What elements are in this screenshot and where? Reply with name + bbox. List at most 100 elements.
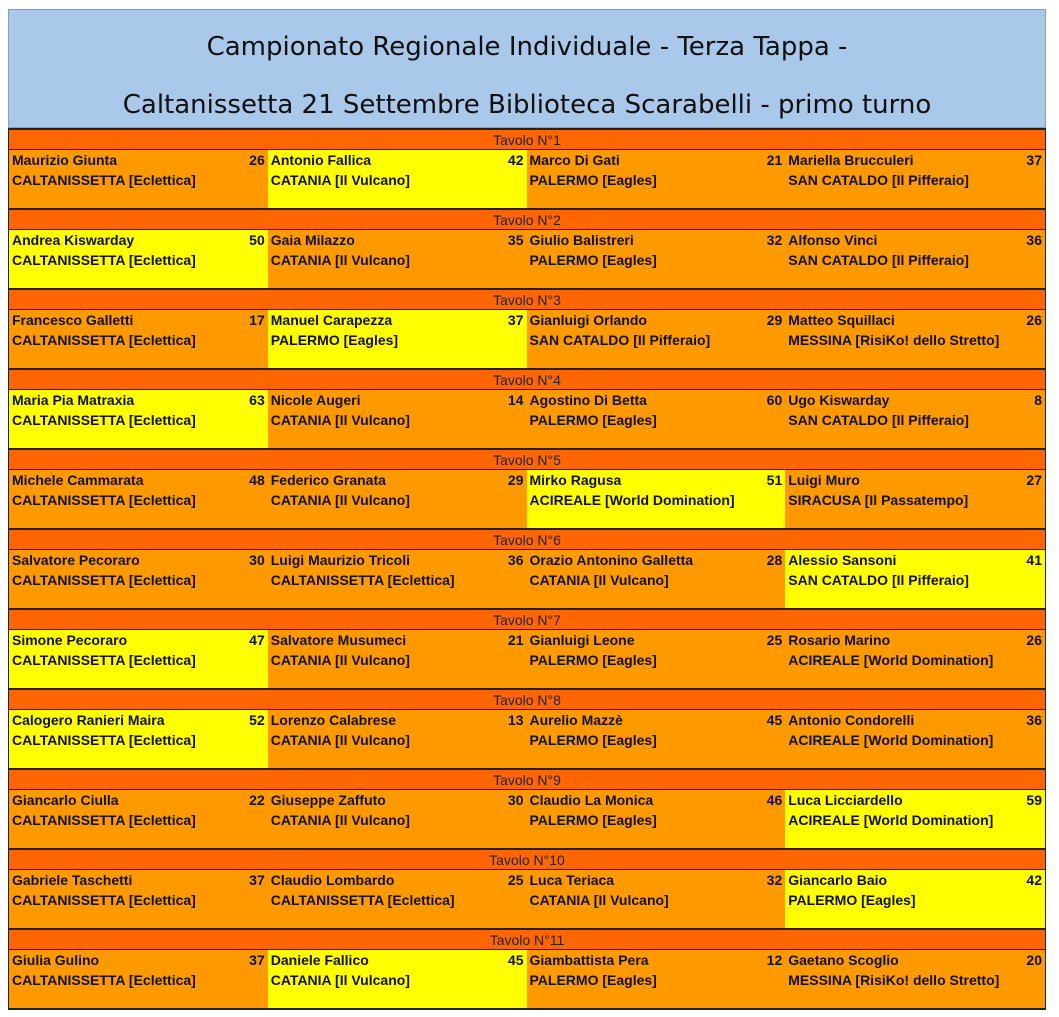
player-cell: Gaia Milazzo 35 CATANIA [Il Vulcano] [267, 230, 527, 288]
table-row: Michele Cammarata 48 CALTANISSETTA [Eclett… [8, 470, 1046, 528]
player-name: Calogero Ranieri Maira [12, 712, 165, 728]
player-team: CATANIA [Il Vulcano] [270, 491, 410, 508]
player-name: Matteo Squillaci [788, 312, 895, 328]
player-score: 37 [249, 952, 265, 968]
table-header: Tavolo N°3 [8, 288, 1046, 310]
player-name: Luca Teriaca [529, 872, 615, 888]
table-header: Tavolo N°11 [8, 928, 1046, 950]
player-team: CALTANISSETTA [Eclettica] [270, 571, 455, 588]
player-cell: Giuseppe Zaffuto 30 CATANIA [Il Vulcano] [267, 790, 527, 848]
player-score: 26 [249, 152, 265, 168]
player-name: Maurizio Giunta [12, 152, 117, 168]
player-score: 45 [507, 952, 524, 968]
player-name: Manuel Carapezza [270, 312, 393, 328]
player-team: CATANIA [Il Vulcano] [270, 651, 410, 668]
player-team: CALTANISSETTA [Eclettica] [12, 731, 196, 748]
player-score: 25 [507, 872, 524, 888]
player-cell: Andrea Kiswarday 50 CALTANISSETTA [Ecletti… [9, 230, 268, 288]
player-score: 36 [1026, 232, 1042, 248]
player-name: Aurelio Mazzè [529, 712, 623, 728]
player-name: Gabriele Taschetti [12, 872, 133, 888]
title-banner: Campionato Regionale Individuale - Terza… [8, 9, 1046, 128]
player-name: Maria Pia Matraxia [12, 392, 135, 408]
player-cell: Giancarlo Ciulla 22 CALTANISSETTA [Ecletti… [9, 790, 268, 848]
player-cell: Orazio Antonino Galletta 28 CATANIA [Il Vu… [526, 550, 786, 608]
player-team: SAN CATALDO [Il Pifferaio] [788, 251, 969, 268]
player-team: SIRACUSA [Il Passatempo] [788, 491, 969, 508]
player-team: PALERMO [Eagles] [529, 251, 657, 268]
player-name: Daniele Fallico [270, 952, 369, 968]
player-cell: Maurizio Giunta 26 CALTANISSETTA [Eclettic… [9, 150, 268, 208]
player-cell: Federico Granata 29 CATANIA [Il Vulcano] [267, 470, 527, 528]
player-cell: Giambattista Pera 12 PALERMO [Eagles] [526, 950, 786, 1008]
player-name: Mariella Brucculeri [788, 152, 914, 168]
player-cell: Aurelio Mazzè 45 PALERMO [Eagles] [526, 710, 786, 768]
player-team: ACIREALE [World Domination] [788, 731, 994, 748]
table-header: Tavolo N°4 [8, 368, 1046, 390]
player-team: ACIREALE [World Domination] [529, 491, 735, 508]
player-name: Francesco Galletti [12, 312, 134, 328]
player-score: 21 [766, 152, 783, 168]
player-team: CALTANISSETTA [Eclettica] [12, 971, 196, 988]
player-score: 36 [507, 552, 524, 568]
player-cell: Alessio Sansoni 41 SAN CATALDO [Il Piffera… [785, 550, 1045, 608]
player-score: 36 [1026, 712, 1042, 728]
player-team: PALERMO [Eagles] [788, 891, 916, 908]
player-name: Orazio Antonino Galletta [529, 552, 694, 568]
player-team: ACIREALE [World Domination] [788, 811, 994, 828]
tournament-sheet: Campionato Regionale Individuale - Terza… [8, 9, 1046, 1010]
player-score: 32 [766, 872, 783, 888]
player-cell: Luigi Maurizio Tricoli 36 CALTANISSETTA [E… [267, 550, 527, 608]
player-team: CATANIA [Il Vulcano] [270, 811, 410, 828]
player-name: Giulia Gulino [12, 952, 100, 968]
player-score: 50 [249, 232, 265, 248]
player-cell: Salvatore Pecoraro 30 CALTANISSETTA [Eclet… [9, 550, 268, 608]
player-cell: Marco Di Gati 21 PALERMO [Eagles] [526, 150, 786, 208]
player-cell: Luca Teriaca 32 CATANIA [Il Vulcano] [526, 870, 786, 928]
player-cell: Claudio La Monica 46 PALERMO [Eagles] [526, 790, 786, 848]
player-cell: Lorenzo Calabrese 13 CATANIA [Il Vulcano] [267, 710, 527, 768]
player-name: Salvatore Musumeci [270, 632, 407, 648]
title-line-2: Caltanissetta 21 Settembre Biblioteca Sc… [122, 90, 932, 120]
player-cell: Maria Pia Matraxia 63 CALTANISSETTA [Eclet… [9, 390, 268, 448]
player-score: 37 [1026, 152, 1042, 168]
player-name: Alessio Sansoni [788, 552, 897, 568]
player-name: Ugo Kiswarday [788, 392, 890, 408]
player-cell: Ugo Kiswarday 8 SAN CATALDO [Il Pifferaio] [785, 390, 1045, 448]
player-name: Salvatore Pecoraro [12, 552, 140, 568]
player-team: CALTANISSETTA [Eclettica] [12, 331, 196, 348]
player-cell: Nicole Augeri 14 CATANIA [Il Vulcano] [267, 390, 527, 448]
player-name: Nicole Augeri [270, 392, 361, 408]
player-team: CALTANISSETTA [Eclettica] [12, 491, 196, 508]
player-cell: Calogero Ranieri Maira 52 CALTANISSETTA [E… [9, 710, 268, 768]
player-name: Marco Di Gati [529, 152, 620, 168]
player-cell: Luigi Muro 27 SIRACUSA [Il Passatempo] [785, 470, 1045, 528]
player-name: Gaetano Scoglio [788, 952, 899, 968]
player-name: Luigi Maurizio Tricoli [270, 552, 410, 568]
player-cell: Antonio Condorelli 36 ACIREALE [World Domi… [785, 710, 1045, 768]
player-score: 21 [507, 632, 524, 648]
table-header: Tavolo N°2 [8, 208, 1046, 230]
player-score: 42 [1026, 872, 1042, 888]
player-cell: Claudio Lombardo 25 CALTANISSETTA [Ecletti… [267, 870, 527, 928]
player-name: Gianluigi Orlando [529, 312, 647, 328]
player-team: CATANIA [Il Vulcano] [270, 731, 410, 748]
player-team: PALERMO [Eagles] [529, 411, 657, 428]
player-name: Gaia Milazzo [270, 232, 355, 248]
player-score: 29 [766, 312, 783, 328]
player-cell: Gabriele Taschetti 37 CALTANISSETTA [Eclet… [9, 870, 268, 928]
player-score: 46 [766, 792, 783, 808]
player-score: 47 [249, 632, 265, 648]
player-team: PALERMO [Eagles] [529, 651, 657, 668]
player-name: Andrea Kiswarday [12, 232, 135, 248]
player-team: PALERMO [Eagles] [529, 971, 657, 988]
player-score: 45 [766, 712, 783, 728]
player-name: Giuseppe Zaffuto [270, 792, 386, 808]
player-team: ACIREALE [World Domination] [788, 651, 994, 668]
player-score: 32 [766, 232, 783, 248]
player-score: 60 [766, 392, 783, 408]
player-team: CALTANISSETTA [Eclettica] [12, 411, 196, 428]
player-cell: Simone Pecoraro 47 CALTANISSETTA [Eclettic… [9, 630, 268, 688]
player-team: CATANIA [Il Vulcano] [270, 411, 410, 428]
player-score: 52 [249, 712, 265, 728]
